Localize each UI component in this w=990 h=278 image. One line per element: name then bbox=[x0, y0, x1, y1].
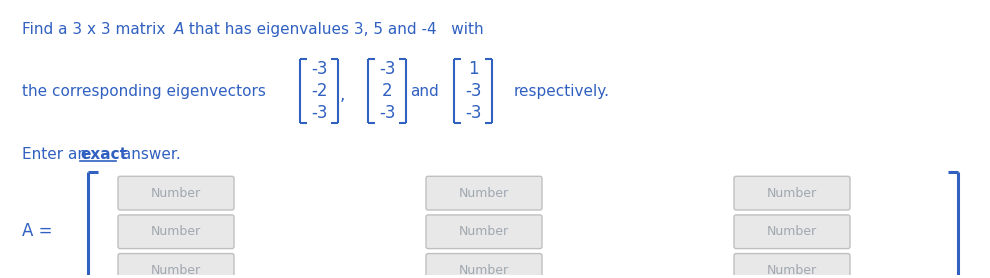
Text: 1: 1 bbox=[467, 60, 478, 78]
Text: the corresponding eigenvectors: the corresponding eigenvectors bbox=[22, 84, 266, 99]
Text: Number: Number bbox=[150, 187, 201, 200]
FancyBboxPatch shape bbox=[734, 215, 850, 249]
Text: -3: -3 bbox=[311, 60, 328, 78]
Text: answer.: answer. bbox=[117, 147, 181, 162]
Text: -3: -3 bbox=[379, 104, 395, 122]
Text: Enter an: Enter an bbox=[22, 147, 92, 162]
Text: Number: Number bbox=[459, 187, 509, 200]
FancyBboxPatch shape bbox=[734, 254, 850, 278]
Text: 2: 2 bbox=[382, 82, 392, 100]
Text: respectively.: respectively. bbox=[514, 84, 610, 99]
Text: Number: Number bbox=[150, 264, 201, 277]
Text: A: A bbox=[174, 22, 184, 37]
Text: Number: Number bbox=[767, 187, 817, 200]
Text: -3: -3 bbox=[379, 60, 395, 78]
FancyBboxPatch shape bbox=[426, 176, 542, 210]
Text: ,: , bbox=[340, 86, 346, 104]
FancyBboxPatch shape bbox=[118, 215, 234, 249]
Text: Find a 3 x 3 matrix: Find a 3 x 3 matrix bbox=[22, 22, 170, 37]
FancyBboxPatch shape bbox=[426, 215, 542, 249]
Text: and: and bbox=[410, 84, 439, 99]
Text: Number: Number bbox=[459, 264, 509, 277]
FancyBboxPatch shape bbox=[426, 254, 542, 278]
Text: Number: Number bbox=[459, 225, 509, 238]
Text: Number: Number bbox=[767, 225, 817, 238]
Text: A =: A = bbox=[22, 222, 52, 240]
Text: exact: exact bbox=[80, 147, 127, 162]
FancyBboxPatch shape bbox=[118, 176, 234, 210]
Text: Number: Number bbox=[767, 264, 817, 277]
Text: -2: -2 bbox=[311, 82, 328, 100]
FancyBboxPatch shape bbox=[734, 176, 850, 210]
FancyBboxPatch shape bbox=[118, 254, 234, 278]
Text: -3: -3 bbox=[464, 82, 481, 100]
Text: -3: -3 bbox=[464, 104, 481, 122]
Text: -3: -3 bbox=[311, 104, 328, 122]
Text: that has eigenvalues 3, 5 and -4   with: that has eigenvalues 3, 5 and -4 with bbox=[184, 22, 484, 37]
Text: Number: Number bbox=[150, 225, 201, 238]
